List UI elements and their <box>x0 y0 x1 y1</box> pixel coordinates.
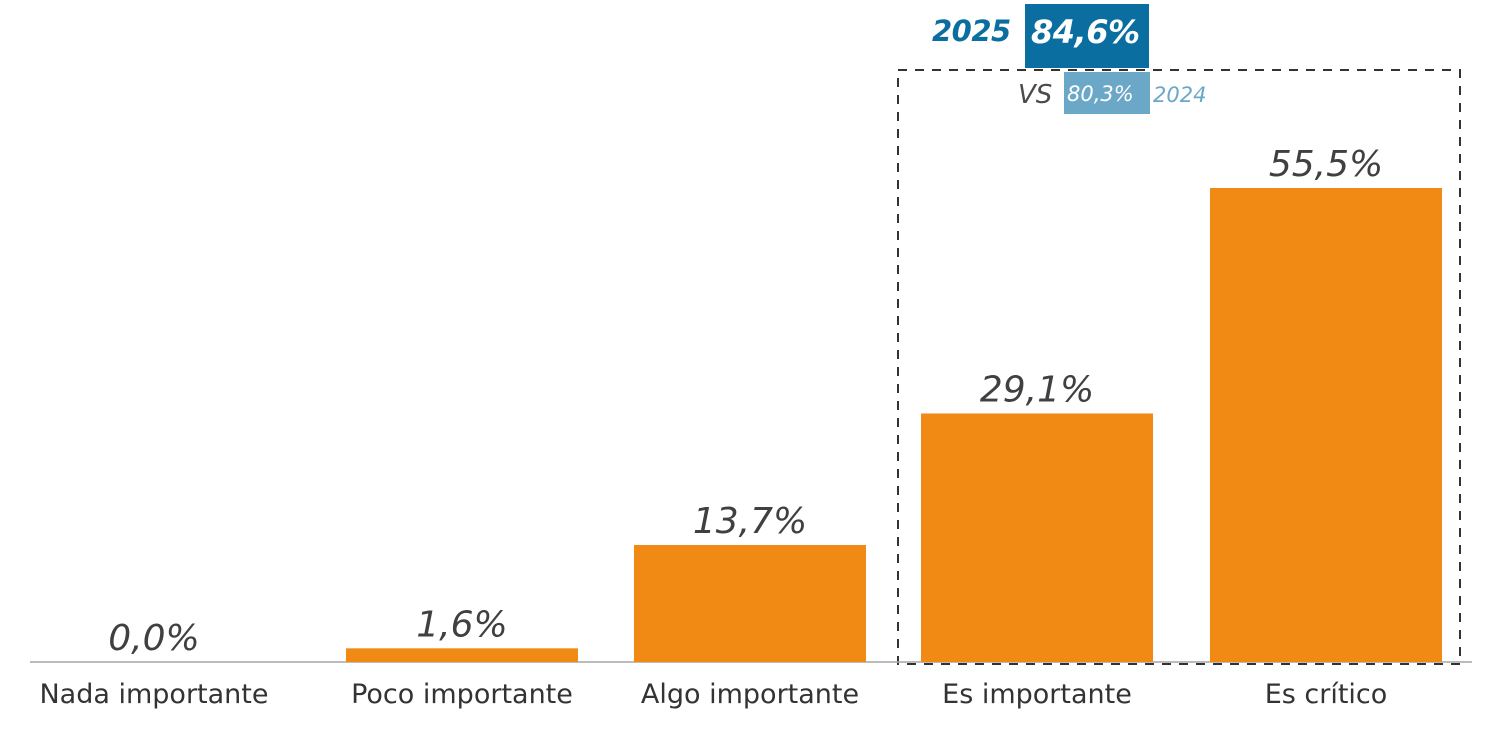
highlight-value-previous: 80,3% <box>1067 82 1134 106</box>
bar <box>1210 188 1442 662</box>
data-label: 55,5% <box>1269 144 1383 185</box>
data-label: 29,1% <box>980 369 1094 410</box>
bar <box>346 648 578 662</box>
category-label: Es importante <box>942 679 1132 710</box>
highlight-year-previous: 2024 <box>1153 83 1207 107</box>
highlight-previous-badge <box>1064 72 1150 114</box>
highlight-current-badge <box>1025 4 1149 68</box>
highlight-dashed-box <box>897 69 1461 665</box>
category-label: Poco importante <box>351 679 573 710</box>
category-label: Nada importante <box>39 679 268 710</box>
bar <box>634 544 866 662</box>
highlight-year-current: 2025 <box>932 14 1011 48</box>
category-label: Algo importante <box>641 679 859 710</box>
data-label: 0,0% <box>108 618 199 659</box>
data-label: 1,6% <box>416 604 507 645</box>
category-label: Es crítico <box>1265 679 1388 710</box>
data-label: 13,7% <box>693 501 807 542</box>
highlight-vs-label: VS <box>1018 80 1053 110</box>
highlight-value-current: 84,6% <box>1031 13 1140 51</box>
bar <box>921 413 1153 662</box>
